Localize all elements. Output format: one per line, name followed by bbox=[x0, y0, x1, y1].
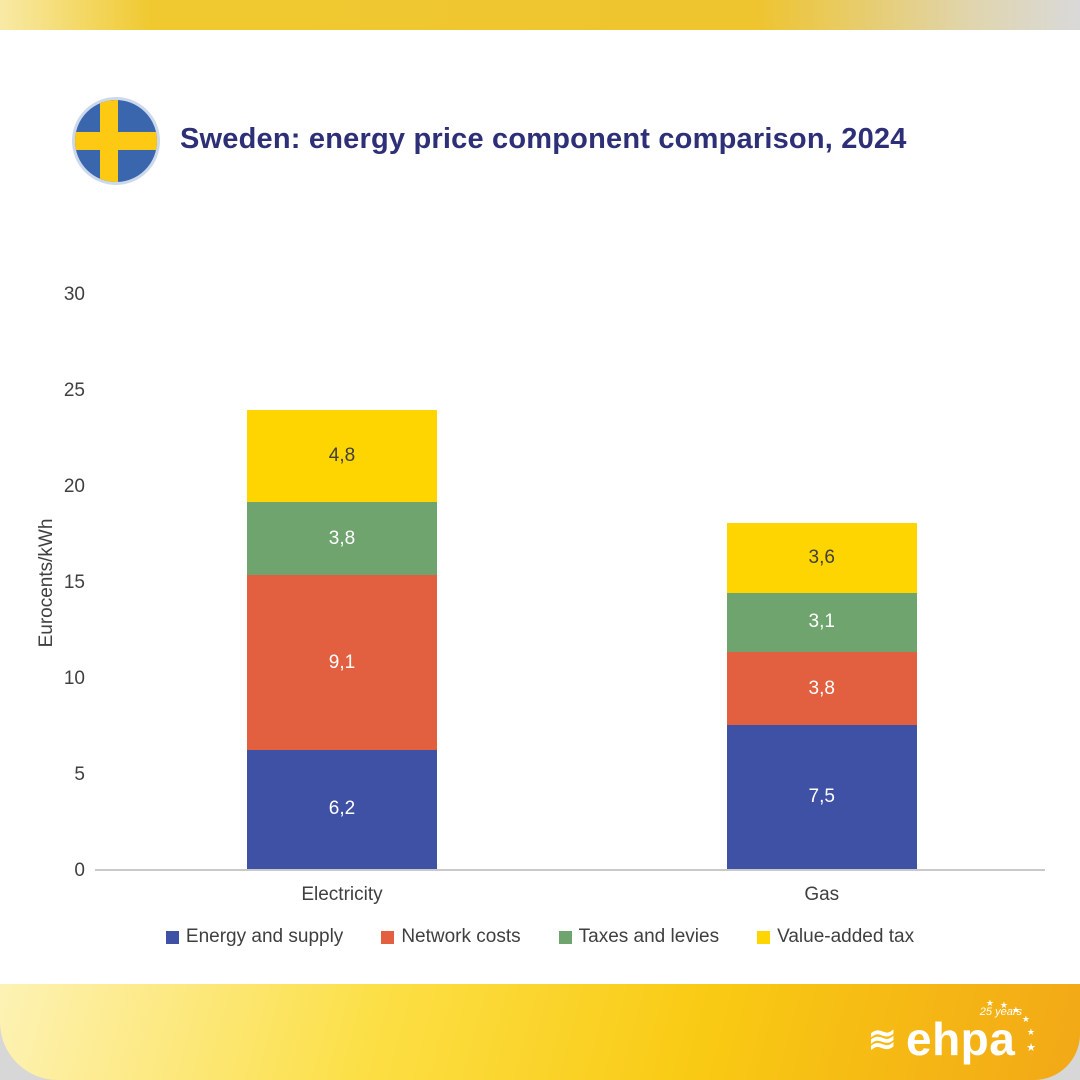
x-axis-category-label: Electricity bbox=[301, 884, 383, 905]
legend-item: Energy and supply bbox=[165, 926, 344, 948]
star-icon: ★ bbox=[1026, 1027, 1035, 1037]
x-axis-category-label: Gas bbox=[804, 884, 840, 905]
star-icon: ★ bbox=[999, 1000, 1008, 1010]
bar-segment-value: 4,8 bbox=[328, 445, 356, 467]
star-icon: ★ bbox=[1021, 1014, 1030, 1024]
y-axis-tick-label: 0 bbox=[74, 860, 85, 881]
y-axis-tick-label: 20 bbox=[63, 476, 85, 497]
chart-title: Sweden: energy price component compariso… bbox=[180, 123, 907, 155]
stacked-bar-electricity: 6,2 9,1 3,8 4,8 bbox=[247, 295, 437, 869]
ehpa-logo-text: ehpa bbox=[906, 1013, 1016, 1065]
legend-label: Network costs bbox=[401, 926, 521, 947]
legend-swatch-icon bbox=[757, 930, 771, 944]
star-icon: ★ bbox=[1011, 1005, 1020, 1015]
flag-cross-horizontal bbox=[75, 131, 157, 151]
bar-segment: 3,6 bbox=[726, 523, 917, 593]
star-icon: ★ bbox=[1026, 1042, 1036, 1054]
bar-segment-value: 3,6 bbox=[808, 546, 835, 568]
bar-segment: 3,8 bbox=[726, 652, 917, 725]
bar-segment: 6,2 bbox=[247, 749, 437, 869]
top-accent-bar bbox=[0, 0, 1080, 30]
legend-label: Taxes and levies bbox=[578, 926, 720, 947]
footer-gradient: ≋ ehpa 25 years ★ ★ ★ ★ ★ ★ bbox=[0, 984, 1080, 1080]
bar-segment-value: 3,1 bbox=[808, 611, 835, 633]
stacked-bar-gas: 7,5 3,8 3,1 3,6 bbox=[726, 295, 917, 869]
y-axis-tick-label: 5 bbox=[74, 764, 85, 785]
chart-legend: Energy and supply Network costs Taxes and … bbox=[0, 926, 1080, 948]
legend-label: Value-added tax bbox=[777, 926, 915, 947]
ehpa-wave-icon: ≋ bbox=[868, 1021, 897, 1059]
bar-segment: 4,8 bbox=[247, 410, 437, 503]
y-axis-tick-label: 10 bbox=[63, 668, 85, 689]
legend-swatch-icon bbox=[165, 930, 179, 944]
bar-segment-value: 7,5 bbox=[808, 786, 835, 807]
anniversary-label: 25 years bbox=[979, 1006, 1022, 1018]
bar-segment-value: 3,8 bbox=[328, 527, 356, 549]
legend-item: Value-added tax bbox=[757, 926, 914, 948]
bar-segment-value: 6,2 bbox=[328, 798, 356, 820]
legend-item: Network costs bbox=[381, 926, 521, 948]
bar-segment: 9,1 bbox=[247, 575, 437, 750]
y-axis-tick-labels: 0 5 10 15 20 25 30 bbox=[30, 284, 85, 881]
plot-area: 6,2 9,1 3,8 4,8 7,5 3,8 3,1 3,6 bbox=[95, 295, 1045, 871]
legend-swatch-icon bbox=[381, 930, 395, 944]
bar-segment-value: 3,8 bbox=[808, 677, 835, 699]
y-axis-tick-label: 15 bbox=[63, 572, 85, 593]
y-axis-tick-label: 30 bbox=[63, 284, 85, 305]
bar-segment-value: 9,1 bbox=[328, 651, 356, 673]
legend-label: Energy and supply bbox=[185, 926, 344, 947]
y-axis-tick-label: 25 bbox=[63, 380, 85, 401]
bar-segment: 7,5 bbox=[726, 725, 917, 869]
star-icon: ★ bbox=[985, 998, 994, 1008]
legend-swatch-icon bbox=[558, 930, 572, 944]
bar-segment: 3,1 bbox=[726, 592, 917, 653]
ehpa-logo: ≋ ehpa 25 years ★ ★ ★ ★ ★ ★ bbox=[868, 998, 1038, 1066]
sweden-flag-icon bbox=[72, 97, 160, 185]
legend-item: Taxes and levies bbox=[558, 926, 720, 948]
footer-band: ≋ ehpa 25 years ★ ★ ★ ★ ★ ★ bbox=[0, 984, 1080, 1080]
bar-segment: 3,8 bbox=[247, 502, 437, 576]
